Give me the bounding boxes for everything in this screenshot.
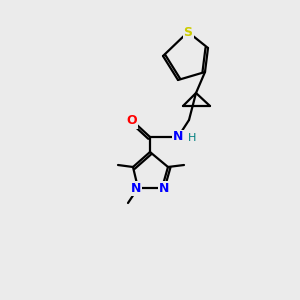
Text: N: N bbox=[131, 182, 141, 194]
Text: H: H bbox=[188, 133, 196, 143]
Text: S: S bbox=[184, 26, 193, 38]
Text: N: N bbox=[159, 182, 169, 194]
Text: N: N bbox=[173, 130, 183, 143]
Text: O: O bbox=[127, 115, 137, 128]
